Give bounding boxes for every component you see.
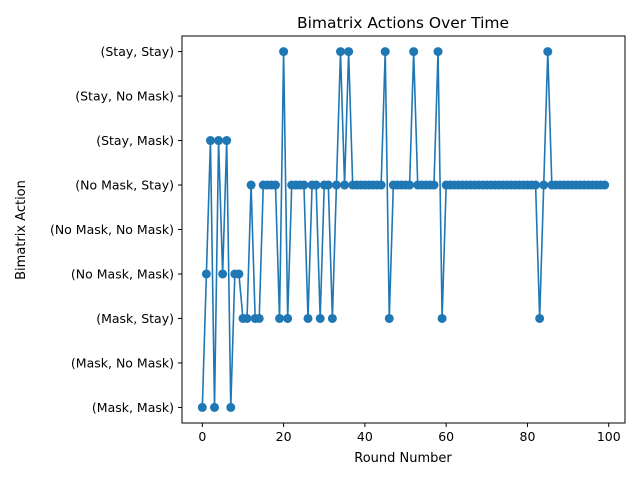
y-axis: (Mask, Mask) (Mask, No Mask) (Mask, Stay) (… <box>50 44 182 415</box>
x-tick-label: 40 <box>357 429 373 444</box>
data-point <box>315 313 325 323</box>
data-point <box>210 402 220 412</box>
y-tick-label: (Mask, No Mask) <box>71 355 174 370</box>
data-point <box>384 313 394 323</box>
data-point <box>218 269 228 279</box>
data-point <box>303 313 313 323</box>
data-point <box>201 269 211 279</box>
x-tick-label: 100 <box>597 429 621 444</box>
data-point <box>539 180 549 190</box>
data-point <box>600 180 610 190</box>
plot-frame <box>181 35 626 424</box>
data-point <box>535 313 545 323</box>
data-point <box>327 313 337 323</box>
data-point <box>311 180 321 190</box>
data-point <box>336 47 346 57</box>
y-tick-label: (Stay, Stay) <box>101 44 175 59</box>
y-tick-label: (No Mask, No Mask) <box>50 222 174 237</box>
data-point <box>433 47 443 57</box>
data-point <box>222 136 232 146</box>
y-axis-label: Bimatrix Action <box>14 180 29 280</box>
data-point <box>226 402 236 412</box>
x-axis-label: Round Number <box>354 451 452 466</box>
data-point <box>331 180 341 190</box>
data-point <box>254 313 264 323</box>
data-point <box>340 180 350 190</box>
data-point <box>299 180 309 190</box>
data-point <box>344 47 354 57</box>
x-tick-label: 20 <box>276 429 292 444</box>
data-point <box>405 180 415 190</box>
data-point <box>205 136 215 146</box>
data-point <box>323 180 333 190</box>
data-point <box>242 313 252 323</box>
data-point <box>275 313 285 323</box>
data-point <box>531 180 541 190</box>
data-point <box>270 180 280 190</box>
y-tick-label: (Stay, Mask) <box>96 133 174 148</box>
data-point <box>234 269 244 279</box>
y-tick-label: (Stay, No Mask) <box>75 89 174 104</box>
x-tick-label: 60 <box>438 429 454 444</box>
data-point <box>279 47 289 57</box>
y-tick-label: (No Mask, Stay) <box>75 178 174 193</box>
data-point <box>197 402 207 412</box>
data-point <box>543 47 553 57</box>
x-axis: 0 20 40 60 80 100 <box>198 423 621 444</box>
data-point <box>409 47 419 57</box>
data-point <box>376 180 386 190</box>
data-point <box>437 313 447 323</box>
y-tick-label: (Mask, Mask) <box>92 400 174 415</box>
x-tick-label: 80 <box>520 429 536 444</box>
data-point <box>429 180 439 190</box>
y-tick-label: (Mask, Stay) <box>96 311 174 326</box>
x-tick-label: 0 <box>198 429 206 444</box>
data-point <box>380 47 390 57</box>
data-point <box>214 136 224 146</box>
plot-area <box>197 47 610 412</box>
y-tick-label: (No Mask, Mask) <box>71 266 174 281</box>
data-point <box>246 180 256 190</box>
data-point <box>283 313 293 323</box>
chart-title: Bimatrix Actions Over Time <box>297 14 509 32</box>
